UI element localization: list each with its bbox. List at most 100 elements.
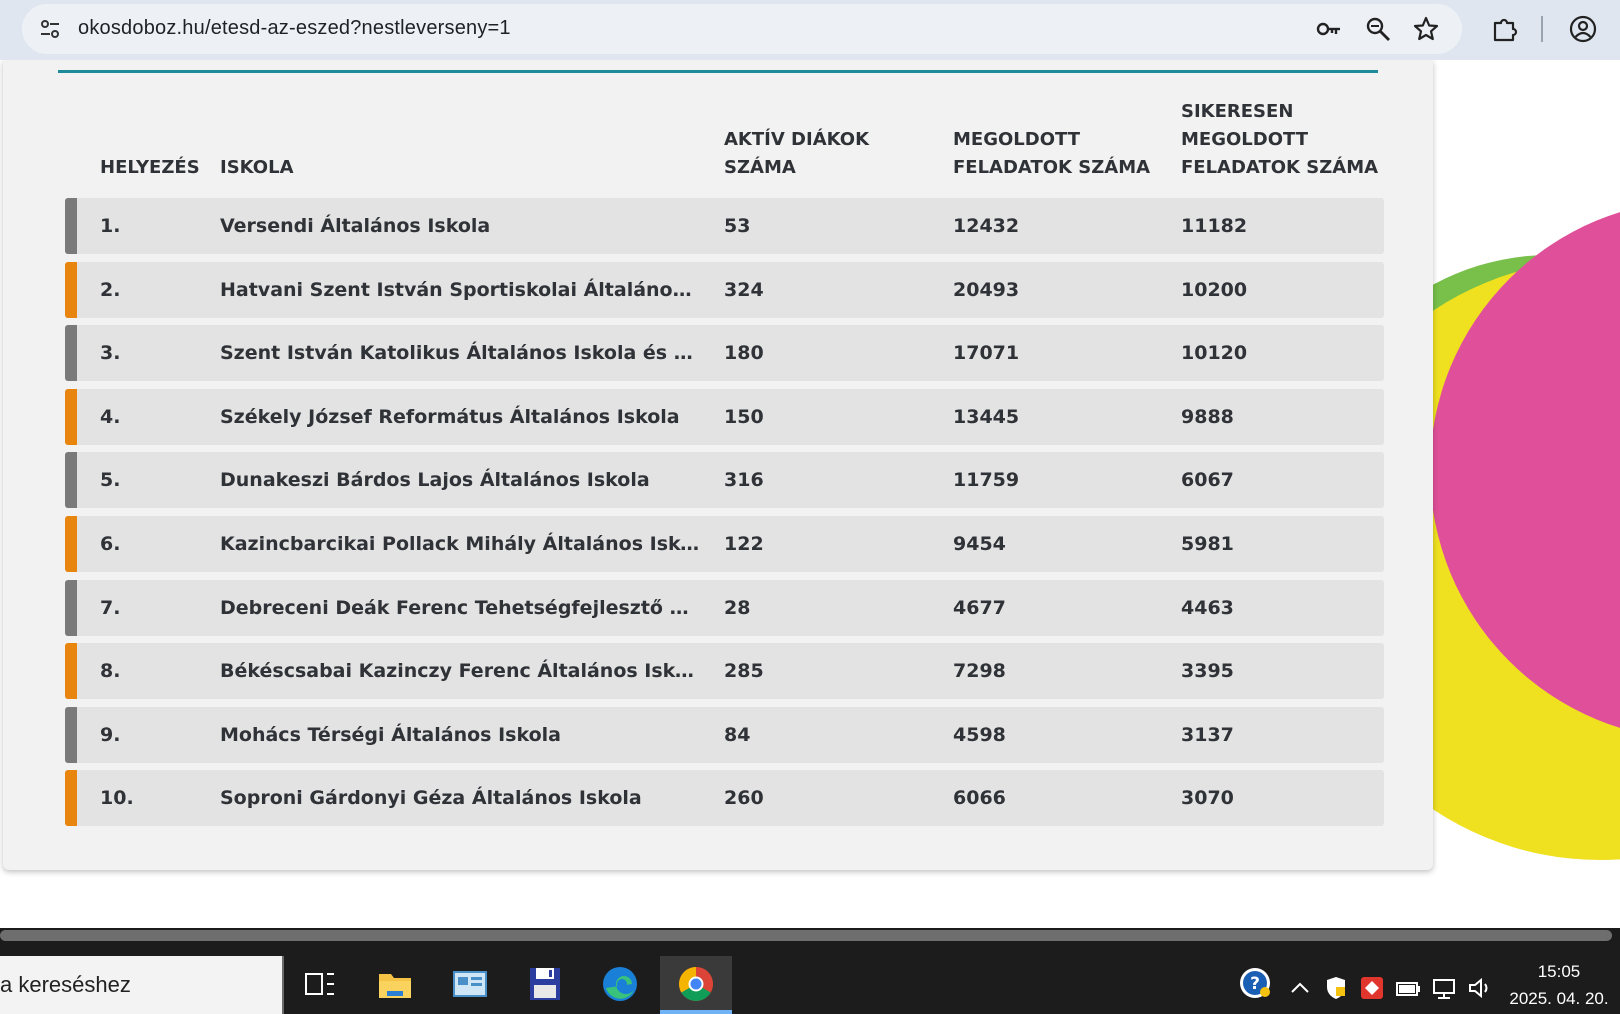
cell-solved: 20493 — [953, 278, 1020, 301]
cell-success: 4463 — [1181, 596, 1234, 619]
table-row: 2. Hatvani Szent István Sportiskolai Álta… — [65, 261, 1384, 318]
cell-active: 28 — [724, 596, 751, 619]
cell-rank: 3. — [100, 342, 121, 365]
cell-school: Szent István Katolikus Általános Iskola … — [220, 342, 700, 365]
cell-rank: 8. — [100, 660, 121, 683]
chevron-up-icon[interactable] — [1286, 974, 1314, 1002]
table-row: 9. Mohács Térségi Általános Iskola 84 4598 3… — [65, 706, 1384, 763]
cell-solved: 6066 — [953, 787, 1006, 810]
svg-text:?: ? — [1250, 974, 1260, 994]
cell-rank: 4. — [100, 405, 121, 428]
header-school: ISKOLA — [220, 157, 294, 178]
address-bar[interactable]: okosdoboz.hu/etesd-az-eszed?nestleversen… — [22, 4, 1462, 54]
card-accent-line — [58, 70, 1378, 73]
chrome-icon[interactable] — [676, 964, 716, 1004]
cell-solved: 9454 — [953, 533, 1006, 555]
row-color-bar — [65, 452, 77, 509]
save-app-icon[interactable] — [525, 964, 565, 1004]
profile-icon[interactable] — [1568, 14, 1598, 44]
cell-solved: 7298 — [953, 660, 1006, 683]
row-color-bar — [65, 579, 77, 636]
cell-school: Debreceni Deák Ferenc Tehetségfejlesztő … — [220, 596, 700, 619]
taskbar-search[interactable]: a kereséshez — [0, 956, 284, 1014]
table-row: 4. Székely József Református Általános Is… — [65, 388, 1384, 445]
toolbar-separator — [1541, 16, 1543, 42]
scrollbar-thumb[interactable] — [0, 930, 1612, 941]
file-explorer-icon[interactable] — [375, 964, 415, 1004]
cell-success: 10120 — [1181, 342, 1248, 365]
cell-active: 324 — [724, 278, 764, 301]
star-icon[interactable] — [1412, 15, 1440, 43]
cell-rank: 6. — [100, 533, 121, 555]
row-color-bar — [65, 643, 77, 700]
task-view-icon[interactable] — [300, 964, 340, 1004]
header-success-line3: FELADATOK SZÁMA — [1181, 157, 1379, 178]
edge-icon[interactable] — [600, 964, 640, 1004]
cell-school: Dunakeszi Bárdos Lajos Általános Iskola — [220, 469, 650, 492]
header-active-students: AKTÍV DIÁKOK SZÁMA — [724, 126, 869, 182]
cell-success: 11182 — [1181, 215, 1248, 237]
cell-success: 3137 — [1181, 723, 1234, 746]
table-row: 6. Kazincbarcikai Pollack Mihály Általáno… — [65, 516, 1384, 572]
cell-rank: 5. — [100, 469, 121, 492]
cell-success: 9888 — [1181, 405, 1234, 428]
cell-solved: 17071 — [953, 342, 1020, 365]
cell-active: 260 — [724, 787, 764, 810]
cell-active: 285 — [724, 660, 764, 683]
header-success-line1: SIKERESEN — [1181, 101, 1294, 122]
header-rank: HELYEZÉS — [100, 157, 200, 178]
url-text[interactable]: okosdoboz.hu/etesd-az-eszed?nestleversen… — [78, 17, 511, 39]
row-color-bar — [65, 770, 77, 827]
windows-taskbar: a kereséshez ? — [0, 942, 1620, 1014]
taskbar-search-text[interactable]: a kereséshez — [0, 972, 131, 997]
zoom-icon[interactable] — [1364, 15, 1392, 43]
network-icon[interactable] — [1430, 974, 1458, 1002]
cell-solved: 4677 — [953, 596, 1006, 619]
cell-rank: 10. — [100, 787, 134, 810]
table-row: 1. Versendi Általános Iskola 53 12432 11182 — [65, 198, 1384, 254]
cell-school: Mohács Térségi Általános Iskola — [220, 723, 561, 746]
cell-active: 84 — [724, 723, 751, 746]
row-color-bar — [65, 325, 77, 382]
cell-rank: 1. — [100, 215, 121, 237]
cell-active: 53 — [724, 215, 751, 237]
cell-success: 3070 — [1181, 787, 1234, 810]
system-clock[interactable]: 15:05 2025. 04. 20. — [1500, 958, 1618, 1012]
cell-active: 150 — [724, 405, 764, 428]
cell-school: Hatvani Szent István Sportiskolai Általá… — [220, 278, 700, 301]
row-color-bar — [65, 198, 77, 254]
battery-icon[interactable] — [1394, 974, 1422, 1002]
cell-solved: 13445 — [953, 405, 1020, 428]
help-icon[interactable]: ? — [1238, 966, 1272, 1000]
volume-icon[interactable] — [1466, 974, 1494, 1002]
row-color-bar — [65, 261, 77, 318]
table-row: 3. Szent István Katolikus Általános Iskol… — [65, 325, 1384, 382]
app-tray-icon[interactable] — [1358, 974, 1386, 1002]
cell-school: Békéscsabai Kazinczy Ferenc Általános Is… — [220, 660, 700, 683]
cell-rank: 7. — [100, 596, 121, 619]
row-color-bar — [65, 388, 77, 445]
control-panel-icon[interactable] — [450, 964, 490, 1004]
cell-success: 5981 — [1181, 533, 1234, 555]
horizontal-scrollbar[interactable] — [0, 928, 1620, 942]
header-active-line1: AKTÍV DIÁKOK — [724, 129, 870, 150]
cell-rank: 9. — [100, 723, 121, 746]
extensions-icon[interactable] — [1490, 14, 1520, 44]
security-icon[interactable] — [1322, 974, 1350, 1002]
header-solved-line1: MEGOLDOTT — [953, 129, 1080, 150]
cell-success: 10200 — [1181, 278, 1248, 301]
cell-solved: 4598 — [953, 723, 1006, 746]
ranking-card: HELYEZÉS ISKOLA AKTÍV DIÁKOK SZÁMA MEGOL… — [3, 60, 1433, 870]
cell-school: Soproni Gárdonyi Géza Általános Iskola — [220, 787, 642, 810]
key-icon[interactable] — [1314, 15, 1342, 43]
header-active-line2: SZÁMA — [724, 157, 796, 178]
clock-time: 15:05 — [1537, 962, 1581, 981]
clock-date: 2025. 04. 20. — [1509, 989, 1609, 1008]
tune-icon[interactable] — [38, 17, 62, 41]
cell-active: 316 — [724, 469, 764, 492]
cell-school: Székely József Református Általános Isko… — [220, 405, 680, 428]
cell-active: 122 — [724, 533, 764, 555]
cell-solved: 11759 — [953, 469, 1020, 492]
browser-toolbar: okosdoboz.hu/etesd-az-eszed?nestleversen… — [0, 0, 1620, 60]
cell-school: Kazincbarcikai Pollack Mihály Általános … — [220, 533, 700, 555]
